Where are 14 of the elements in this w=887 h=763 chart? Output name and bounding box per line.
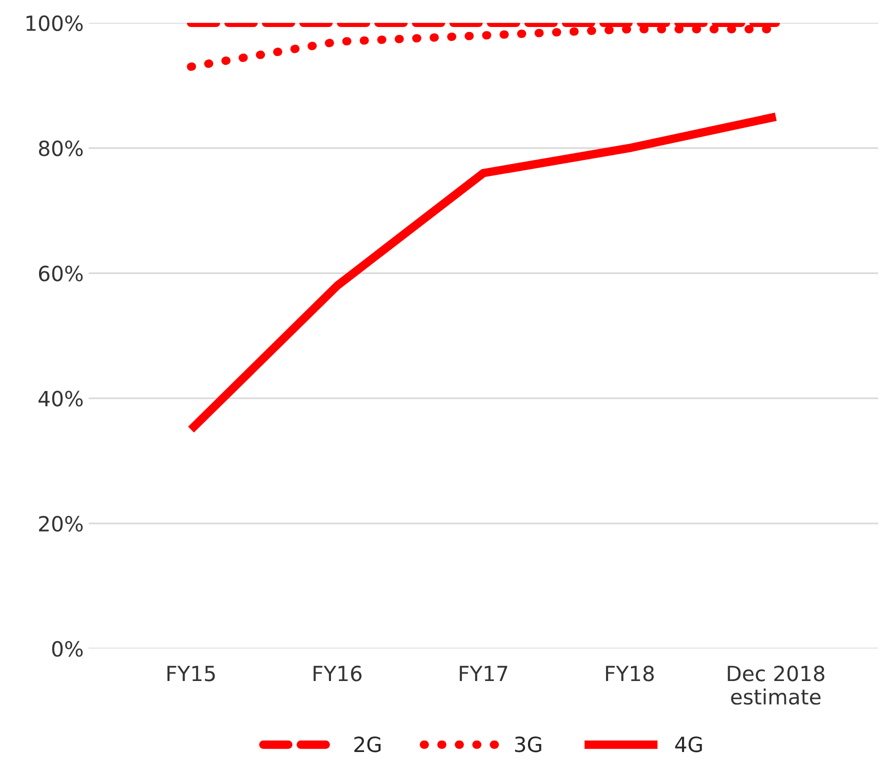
y-tick-label: 20%: [39, 516, 83, 532]
y-tick-label: 60%: [38, 266, 83, 282]
x-tick-label: Dec 2018 estimate: [728, 666, 824, 705]
x-tick-label: FY17: [460, 666, 508, 682]
y-tick-label: 40%: [38, 390, 83, 406]
legend-label: 4G: [675, 736, 702, 752]
y-tick-label: 80%: [38, 140, 83, 156]
y-tick-label: 100%: [26, 15, 83, 32]
x-tick-label: FY18: [606, 666, 654, 682]
legend-label: 2G: [354, 736, 381, 752]
x-tick-label: FY16: [314, 666, 362, 682]
legend-label: 3G: [515, 736, 542, 752]
x-tick-label: FY15: [167, 666, 215, 682]
y-tick-label: 0%: [52, 641, 83, 657]
